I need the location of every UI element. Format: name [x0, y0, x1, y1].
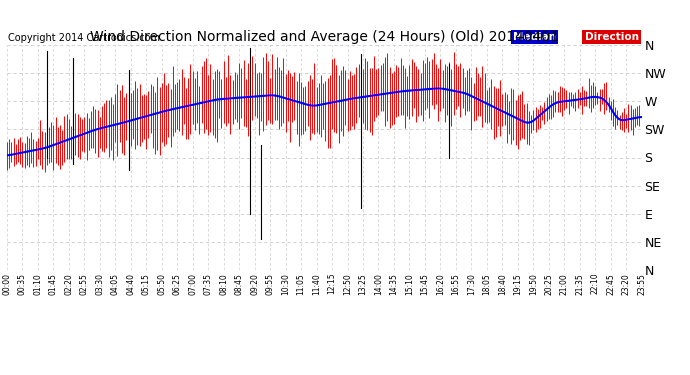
Text: Direction: Direction	[584, 32, 638, 42]
Text: Copyright 2014 Cartronics.com: Copyright 2014 Cartronics.com	[8, 33, 159, 43]
Title: Wind Direction Normalized and Average (24 Hours) (Old) 20140401: Wind Direction Normalized and Average (2…	[90, 30, 559, 44]
Text: Median: Median	[513, 32, 556, 42]
